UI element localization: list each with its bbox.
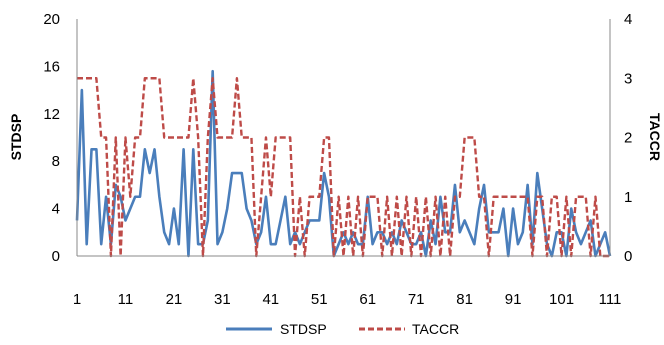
x-tick-label: 101 bbox=[549, 291, 574, 308]
legend-label-stdsp: STDSP bbox=[280, 321, 327, 337]
x-tick-label: 111 bbox=[599, 291, 622, 308]
legend-label-taccr: TACCR bbox=[412, 321, 459, 337]
y2-tick-label: 1 bbox=[624, 189, 632, 206]
y-tick-label: 4 bbox=[52, 201, 60, 218]
x-tick-label: 51 bbox=[311, 291, 328, 308]
x-tick-label: 21 bbox=[166, 291, 183, 308]
x-tick-label: 41 bbox=[262, 291, 279, 308]
y2-tick-label: 2 bbox=[624, 130, 632, 147]
x-tick-label: 1 bbox=[73, 291, 81, 308]
y-tick-label: 20 bbox=[43, 11, 60, 28]
y-tick-label: 8 bbox=[52, 153, 60, 170]
plot-area bbox=[75, 69, 612, 258]
x-tick-label: 71 bbox=[408, 291, 425, 308]
y-tick-labels: 0 4 8 12 16 20 bbox=[43, 11, 60, 265]
x-tick-labels: 1 11 21 31 41 51 61 71 81 91 101 111 bbox=[73, 291, 622, 308]
x-tick-label: 91 bbox=[505, 291, 522, 308]
y2-tick-label: 3 bbox=[624, 70, 632, 87]
y-tick-label: 12 bbox=[43, 106, 60, 123]
legend: STDSP TACCR bbox=[226, 321, 459, 337]
series-line-taccr bbox=[77, 77, 610, 258]
y-axis-title: STDSP bbox=[8, 114, 24, 161]
y2-axis-title: TACCR bbox=[647, 113, 663, 161]
x-tick-label: 11 bbox=[118, 291, 134, 308]
series-line-stdsp bbox=[75, 69, 612, 258]
y2-tick-label: 0 bbox=[624, 248, 632, 265]
y-tick-label: 16 bbox=[43, 58, 60, 75]
y2-tick-labels: 0 1 2 3 4 bbox=[624, 11, 632, 265]
x-tick-label: 61 bbox=[359, 291, 376, 308]
x-tick-label: 31 bbox=[214, 291, 231, 308]
y2-tick-label: 4 bbox=[624, 11, 632, 28]
y-tick-label: 0 bbox=[52, 248, 60, 265]
x-tick-label: 81 bbox=[456, 291, 473, 308]
